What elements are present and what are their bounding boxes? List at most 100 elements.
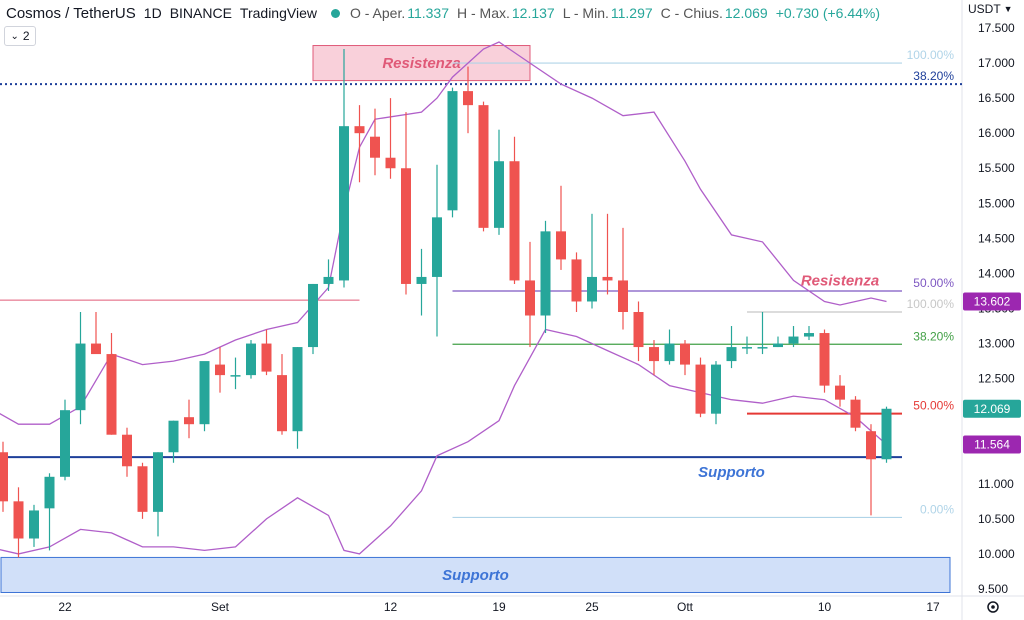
- resistance-zone-label: Resistenza: [382, 55, 460, 72]
- candle: [184, 399, 194, 439]
- y-tick-label: 15.000: [978, 196, 1015, 210]
- candle-body: [695, 364, 706, 414]
- candle-body: [122, 434, 132, 467]
- y-tick-label: 10.500: [978, 512, 1015, 526]
- plot-area: Resistenza Supporto 38.20% 100.00% 50.00% 38.…: [0, 41, 962, 593]
- candle-body: [416, 276, 427, 284]
- candle-body: [649, 347, 659, 362]
- candle-body: [726, 347, 737, 362]
- candle: [649, 340, 659, 376]
- symbol-title[interactable]: Cosmos / TetherUS: [6, 4, 136, 22]
- source-label: TradingView: [239, 5, 317, 21]
- candle: [463, 66, 473, 134]
- currency-label: USDT: [968, 2, 1001, 16]
- candle: [168, 420, 179, 463]
- candle-body: [509, 161, 520, 281]
- candle-body: [773, 343, 783, 348]
- candle: [711, 361, 721, 425]
- candle-body: [571, 259, 582, 302]
- candle-body: [308, 283, 318, 348]
- candle-body: [711, 364, 721, 414]
- candle-body: [819, 333, 830, 386]
- support-zone-label: Supporto: [442, 567, 509, 584]
- close-value: 12.069: [724, 5, 768, 21]
- fib-level-label-top: 38.20%: [913, 69, 954, 83]
- candle-body: [757, 347, 768, 349]
- y-tick-label: 9.500: [978, 582, 1008, 596]
- fib-level-label: 100.00%: [907, 48, 955, 62]
- x-tick-label: Set: [211, 600, 230, 614]
- candle: [540, 220, 551, 334]
- candle-body: [91, 343, 101, 355]
- candle: [881, 406, 892, 463]
- candle: [742, 336, 752, 355]
- price-badge: [963, 435, 1021, 454]
- candle: [215, 347, 225, 393]
- candle: [91, 312, 101, 355]
- open-value: 11.337: [407, 5, 449, 21]
- candle-body: [75, 343, 86, 411]
- candle: [664, 329, 675, 365]
- gear-icon-center: [991, 605, 995, 609]
- candle-body: [850, 399, 861, 428]
- candle-body: [540, 231, 551, 316]
- candle: [60, 399, 70, 481]
- indicator-toggle[interactable]: ⌄ 2: [4, 26, 36, 46]
- candle: [804, 326, 814, 341]
- candle: [137, 462, 148, 519]
- fib-level-label: 38.20%: [913, 329, 954, 343]
- candle: [478, 101, 489, 232]
- candle: [525, 241, 535, 348]
- candle: [230, 357, 241, 390]
- x-tick-label: 12: [384, 600, 398, 614]
- candle-body: [354, 126, 365, 134]
- fib-level-label: 100.00%: [907, 297, 955, 311]
- currency-selector[interactable]: USDT ▼: [968, 2, 1013, 16]
- candle-body: [29, 510, 39, 539]
- candle-body: [432, 217, 442, 277]
- high-label: H - Max.: [457, 5, 510, 21]
- candle: [695, 357, 706, 418]
- candle: [44, 473, 55, 551]
- x-tick-label: 17: [926, 600, 940, 614]
- y-tick-label: 17.000: [978, 56, 1015, 70]
- candle: [292, 347, 303, 449]
- candle-body: [60, 410, 70, 477]
- candle: [618, 227, 628, 330]
- support-zone: [0, 556, 951, 593]
- y-tick-label: 12.500: [978, 372, 1015, 386]
- candle-body: [664, 343, 675, 362]
- candle-body: [323, 276, 334, 284]
- bollinger-lower-line: [0, 328, 887, 555]
- candle-body: [215, 364, 225, 376]
- open-label: O - Aper.: [349, 5, 406, 21]
- y-tick-label: 14.500: [978, 231, 1015, 245]
- candle-body: [587, 276, 597, 302]
- bollinger-upper-line: [0, 41, 887, 425]
- candle: [788, 326, 799, 348]
- candle: [308, 283, 318, 355]
- gear-icon-ring: [987, 601, 999, 613]
- candle: [0, 441, 8, 512]
- x-tick-label: 10: [818, 600, 832, 614]
- candle: [75, 312, 86, 425]
- settings-icon[interactable]: [987, 601, 999, 613]
- candle-body: [277, 375, 287, 432]
- y-tick-label: 11.000: [978, 477, 1014, 491]
- candle-body: [137, 466, 148, 512]
- candle-body: [153, 452, 163, 512]
- candle: [447, 87, 458, 218]
- candle: [246, 340, 256, 379]
- candle: [199, 361, 210, 432]
- candle-body: [633, 312, 644, 348]
- candle: [726, 326, 737, 369]
- candle: [602, 213, 613, 295]
- exchange-label: BINANCE: [169, 5, 232, 21]
- candle-body: [478, 105, 489, 228]
- fib-level-label: 0.00%: [920, 502, 954, 516]
- interval-label[interactable]: 1D: [143, 5, 162, 21]
- candle: [432, 164, 442, 337]
- candle: [773, 336, 783, 348]
- close-label: C - Chius.: [660, 5, 723, 21]
